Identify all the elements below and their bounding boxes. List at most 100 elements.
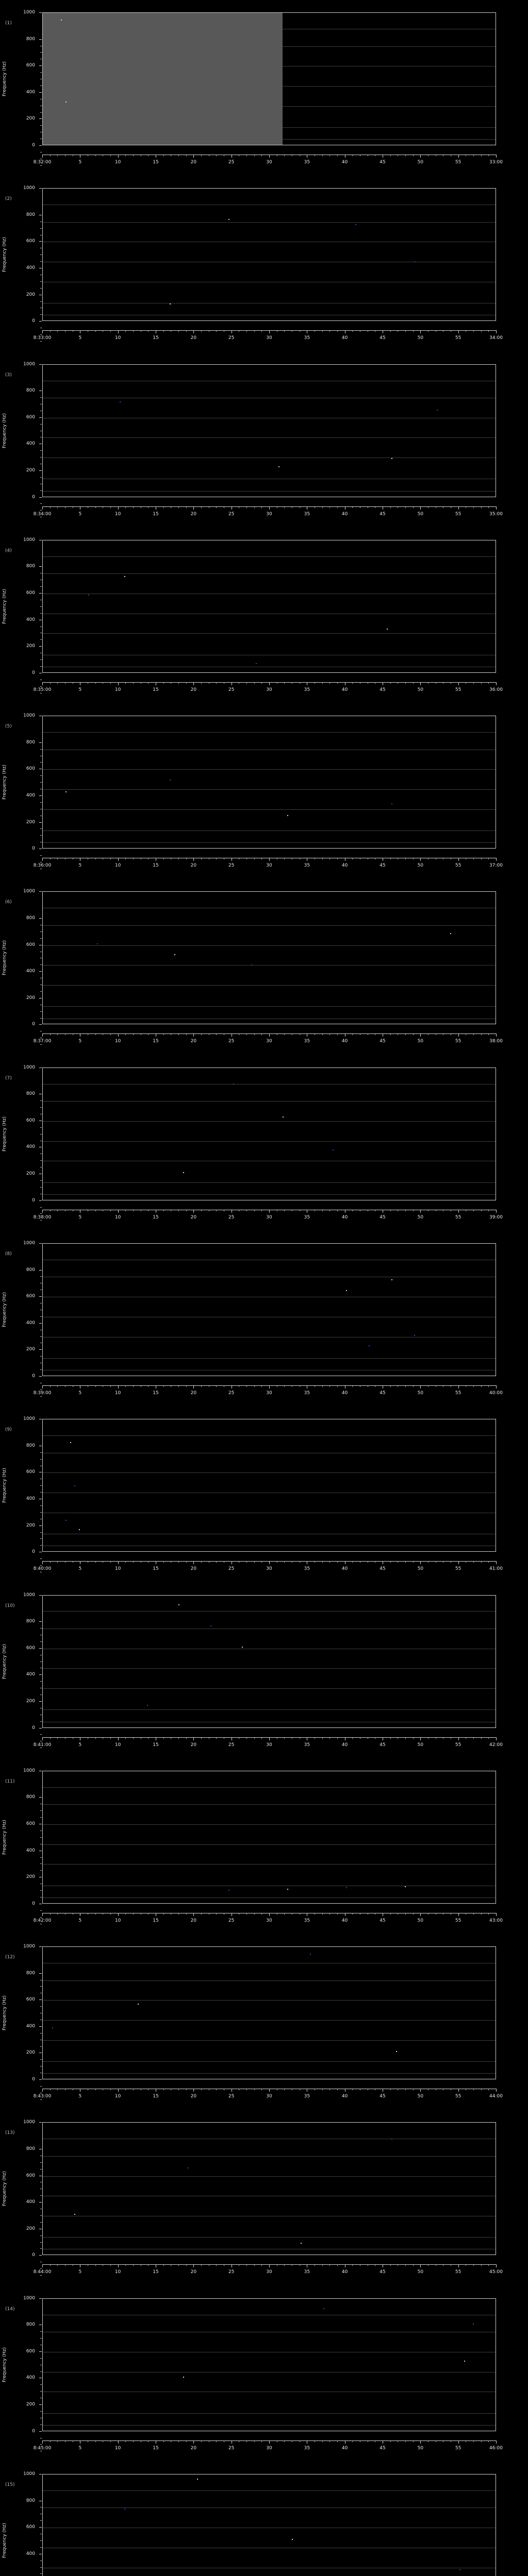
y-tick-mark — [39, 417, 42, 418]
x-tick-label: 35:00 — [489, 511, 503, 517]
y-tick-minor — [40, 1213, 42, 1214]
x-tick-minor — [412, 330, 414, 332]
detection-point — [174, 954, 175, 955]
detection-point — [79, 1529, 80, 1530]
y-tick-minor — [40, 782, 42, 783]
grid-line — [43, 2425, 496, 2426]
x-tick-mark — [42, 330, 43, 334]
y-tick-minor — [40, 2411, 42, 2412]
x-tick-mark — [458, 2264, 459, 2268]
y-tick-mark — [39, 742, 42, 743]
x-tick-label: 25 — [228, 160, 235, 165]
x-tick-mark — [269, 1209, 270, 1213]
x-tick-minor — [329, 2440, 331, 2442]
x-tick-minor — [163, 858, 164, 860]
x-tick-minor — [488, 1033, 489, 1036]
x-tick-label: 45 — [380, 1742, 386, 1748]
detection-point — [301, 2243, 302, 2244]
y-tick-minor — [40, 2444, 42, 2445]
x-tick-mark — [118, 330, 119, 334]
x-tick-label: 40 — [341, 511, 348, 517]
detection-point — [450, 933, 452, 934]
y-tick-mark — [39, 364, 42, 365]
x-tick-minor — [322, 1033, 323, 1036]
grid-line — [43, 1688, 496, 1689]
x-tick-label: 45:00 — [489, 2269, 503, 2275]
x-tick-minor — [284, 1385, 285, 1387]
y-tick-minor — [40, 477, 42, 478]
x-tick-label: 42:00 — [489, 1742, 503, 1748]
x-tick-label: 40 — [341, 863, 348, 869]
x-tick-label: 20 — [190, 335, 197, 341]
x-tick-label: 5 — [78, 2269, 82, 2275]
x-tick-minor — [284, 1912, 285, 1914]
x-tick-minor — [110, 858, 111, 860]
x-tick-minor — [186, 682, 187, 684]
x-tick-mark — [458, 1912, 459, 1916]
detection-point — [369, 1345, 370, 1347]
x-tick-minor — [412, 1209, 414, 1211]
x-tick-minor — [50, 2440, 51, 2442]
x-tick-label: 25 — [228, 2094, 235, 2099]
x-tick-minor — [163, 2264, 164, 2266]
x-tick-minor — [322, 2264, 323, 2266]
x-tick-label: 8:37:00 — [33, 1039, 52, 1044]
x-tick-minor — [246, 1912, 247, 1914]
x-tick-mark — [420, 682, 421, 685]
y-tick-label: 400 — [26, 617, 35, 622]
y-tick-label: 0 — [32, 1197, 35, 1203]
y-tick-minor — [40, 1565, 42, 1566]
y-tick-mark — [39, 1349, 42, 1350]
x-tick-label: 20 — [190, 863, 197, 869]
x-tick-minor — [322, 1561, 323, 1563]
x-tick-minor — [284, 155, 285, 156]
y-tick-label: 200 — [26, 116, 35, 122]
y-tick-label: 200 — [26, 1171, 35, 1177]
x-tick-label: 50 — [417, 2269, 424, 2275]
x-tick-minor — [246, 2440, 247, 2442]
y-tick-label: 0 — [32, 1022, 35, 1027]
grid-line — [43, 2000, 496, 2001]
x-tick-minor — [261, 2089, 262, 2091]
x-tick-label: 55 — [455, 1390, 461, 1396]
grid-line — [43, 2413, 496, 2414]
x-tick-label: 35 — [304, 1390, 310, 1396]
x-tick-mark — [118, 2089, 119, 2092]
x-tick-label: 8:38:00 — [33, 1214, 52, 1220]
x-tick-minor — [201, 858, 202, 860]
grid-line — [43, 2507, 496, 2509]
x-tick-label: 55 — [455, 1918, 461, 1923]
x-tick-minor — [488, 1209, 489, 1211]
x-tick-minor — [481, 330, 482, 332]
x-tick-minor — [481, 2440, 482, 2442]
x-tick-minor — [57, 2440, 58, 2442]
detection-point — [283, 1116, 284, 1118]
x-tick-label: 5 — [78, 1039, 82, 1044]
x-tick-label: 20 — [190, 1742, 197, 1748]
y-tick-mark — [39, 1296, 42, 1297]
x-tick-minor — [405, 1561, 406, 1563]
detection-point — [273, 39, 275, 41]
x-tick-minor — [246, 1737, 247, 1739]
x-tick-minor — [473, 155, 474, 156]
x-tick-minor — [95, 1912, 96, 1914]
x-tick-minor — [246, 858, 247, 860]
x-tick-mark — [269, 1737, 270, 1740]
y-tick-mark — [39, 92, 42, 93]
x-tick-mark — [269, 1385, 270, 1388]
y-tick-minor — [40, 450, 42, 451]
y-tick-mark — [39, 2527, 42, 2528]
x-tick-mark — [42, 858, 43, 861]
y-tick-label: 600 — [26, 239, 35, 244]
x-tick-label: 8:33:00 — [33, 335, 52, 341]
x-tick-mark — [496, 1561, 497, 1565]
x-tick-mark — [269, 1912, 270, 1916]
x-tick-minor — [261, 1385, 262, 1387]
spectrogram-panel: (15)Frequency (Hz)020040060080010008:46:… — [0, 2462, 528, 2576]
y-tick-mark — [39, 2431, 42, 2432]
x-tick-label: 20 — [190, 2445, 197, 2451]
